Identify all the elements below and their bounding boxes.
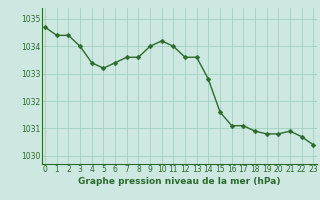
X-axis label: Graphe pression niveau de la mer (hPa): Graphe pression niveau de la mer (hPa) [78, 177, 280, 186]
